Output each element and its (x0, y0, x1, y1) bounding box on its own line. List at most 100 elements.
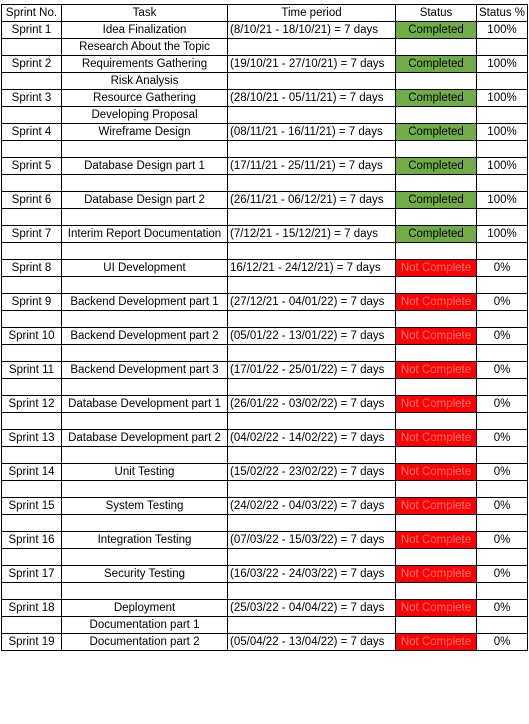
sprint-cell[interactable]: Sprint 11 (1, 361, 62, 379)
status-cell[interactable] (395, 38, 477, 56)
sprint-cell[interactable]: Sprint 2 (1, 55, 62, 73)
status-percent-cell[interactable]: 0% (475, 327, 529, 345)
sprint-cell[interactable] (1, 480, 62, 498)
status-cell[interactable]: Completed (395, 225, 477, 243)
status-cell[interactable] (395, 276, 477, 294)
task-cell[interactable]: Backend Development part 2 (61, 327, 228, 345)
status-percent-cell[interactable]: 100% (475, 191, 529, 209)
time-period-cell[interactable]: (15/02/22 - 23/02/22) = 7 days (227, 463, 396, 481)
status-percent-cell[interactable]: 0% (475, 463, 529, 481)
status-cell[interactable] (395, 242, 477, 260)
time-period-cell[interactable]: (16/03/22 - 24/03/22) = 7 days (227, 565, 396, 583)
status-percent-cell[interactable] (475, 480, 529, 498)
sprint-cell[interactable] (1, 616, 62, 634)
time-period-cell[interactable]: (17/11/21 - 25/11/21) = 7 days (227, 157, 396, 175)
status-cell[interactable]: Completed (395, 55, 477, 73)
task-cell[interactable] (61, 446, 228, 464)
task-cell-extra[interactable]: Risk Analysis (61, 72, 228, 90)
status-percent-cell[interactable]: 0% (475, 531, 529, 549)
time-period-cell[interactable] (227, 242, 396, 260)
time-period-cell[interactable] (227, 140, 396, 158)
status-percent-cell[interactable]: 0% (475, 293, 529, 311)
status-percent-cell[interactable]: 0% (475, 599, 529, 617)
status-percent-cell[interactable] (475, 446, 529, 464)
status-cell[interactable]: Not Complete (395, 531, 477, 549)
task-cell[interactable] (61, 140, 228, 158)
task-cell[interactable] (61, 242, 228, 260)
time-period-cell[interactable] (227, 72, 396, 90)
status-cell[interactable]: Not Complete (395, 633, 477, 651)
sprint-cell[interactable] (1, 140, 62, 158)
sprint-cell[interactable] (1, 446, 62, 464)
status-percent-cell[interactable] (475, 514, 529, 532)
sprint-cell[interactable]: Sprint 13 (1, 429, 62, 447)
status-percent-cell[interactable] (475, 242, 529, 260)
task-cell[interactable]: Integration Testing (61, 531, 228, 549)
task-cell[interactable] (61, 480, 228, 498)
sprint-cell[interactable] (1, 276, 62, 294)
task-cell[interactable] (61, 548, 228, 566)
status-percent-cell[interactable] (475, 38, 529, 56)
status-cell[interactable]: Completed (395, 191, 477, 209)
task-cell[interactable]: Deployment (61, 599, 228, 617)
time-period-cell[interactable] (227, 412, 396, 430)
task-cell-extra[interactable]: Documentation part 1 (61, 616, 228, 634)
status-percent-cell[interactable] (475, 412, 529, 430)
status-cell[interactable] (395, 140, 477, 158)
time-period-cell[interactable]: (26/11/21 - 06/12/21) = 7 days (227, 191, 396, 209)
sprint-cell[interactable]: Sprint 10 (1, 327, 62, 345)
sprint-cell[interactable]: Sprint 8 (1, 259, 62, 277)
sprint-cell[interactable] (1, 378, 62, 396)
task-cell[interactable]: Backend Development part 3 (61, 361, 228, 379)
status-cell[interactable] (395, 480, 477, 498)
status-cell[interactable] (395, 582, 477, 600)
status-cell[interactable]: Not Complete (395, 599, 477, 617)
sprint-cell[interactable] (1, 310, 62, 328)
status-cell[interactable] (395, 72, 477, 90)
status-cell[interactable] (395, 174, 477, 192)
sprint-cell[interactable] (1, 582, 62, 600)
time-period-cell[interactable] (227, 106, 396, 124)
task-cell[interactable] (61, 174, 228, 192)
sprint-cell[interactable] (1, 514, 62, 532)
task-cell[interactable]: Interim Report Documentation (61, 225, 228, 243)
status-cell[interactable] (395, 616, 477, 634)
status-percent-cell[interactable]: 0% (475, 361, 529, 379)
status-percent-cell[interactable] (475, 72, 529, 90)
sprint-cell[interactable]: Sprint 6 (1, 191, 62, 209)
status-cell[interactable]: Not Complete (395, 565, 477, 583)
task-cell[interactable] (61, 276, 228, 294)
task-cell[interactable]: Documentation part 2 (61, 633, 228, 651)
sprint-cell[interactable]: Sprint 3 (1, 89, 62, 107)
status-percent-cell[interactable]: 100% (475, 55, 529, 73)
status-percent-cell[interactable]: 0% (475, 565, 529, 583)
sprint-cell[interactable]: Sprint 19 (1, 633, 62, 651)
status-percent-cell[interactable]: 100% (475, 89, 529, 107)
task-cell[interactable] (61, 378, 228, 396)
header-status-percent[interactable]: Status % (475, 4, 529, 22)
status-cell[interactable]: Not Complete (395, 429, 477, 447)
header-status[interactable]: Status (395, 4, 477, 22)
status-cell[interactable] (395, 446, 477, 464)
sprint-cell[interactable] (1, 548, 62, 566)
task-cell-extra[interactable]: Developing Proposal (61, 106, 228, 124)
status-cell[interactable]: Not Complete (395, 361, 477, 379)
sprint-cell[interactable]: Sprint 12 (1, 395, 62, 413)
status-cell[interactable] (395, 106, 477, 124)
time-period-cell[interactable]: (17/01/22 - 25/01/22) = 7 days (227, 361, 396, 379)
status-percent-cell[interactable]: 0% (475, 259, 529, 277)
task-cell[interactable]: Requirements Gathering (61, 55, 228, 73)
time-period-cell[interactable] (227, 38, 396, 56)
status-cell[interactable] (395, 548, 477, 566)
status-percent-cell[interactable] (475, 548, 529, 566)
header-time-period[interactable]: Time period (227, 4, 396, 22)
time-period-cell[interactable]: (7/12/21 - 15/12/21) = 7 days (227, 225, 396, 243)
sprint-cell[interactable] (1, 208, 62, 226)
time-period-cell[interactable] (227, 548, 396, 566)
status-cell[interactable]: Not Complete (395, 497, 477, 515)
sprint-cell[interactable]: Sprint 9 (1, 293, 62, 311)
status-cell[interactable]: Not Complete (395, 327, 477, 345)
sprint-cell[interactable] (1, 412, 62, 430)
time-period-cell[interactable]: 16/12/21 - 24/12/21) = 7 days (227, 259, 396, 277)
time-period-cell[interactable]: (04/02/22 - 14/02/22) = 7 days (227, 429, 396, 447)
